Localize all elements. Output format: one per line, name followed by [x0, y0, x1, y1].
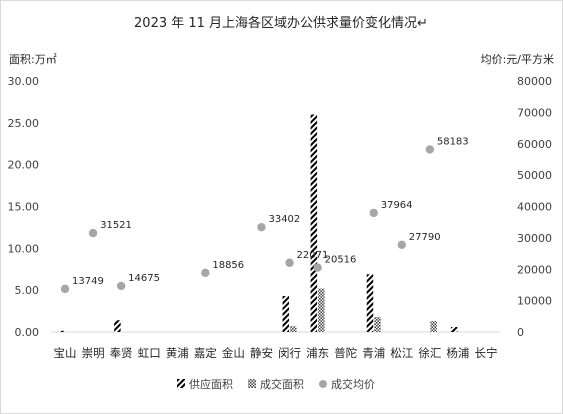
left-tick-label: 0.00 [15, 326, 40, 339]
supply-area-bar [114, 320, 121, 332]
right-tick-label: 0 [517, 326, 524, 339]
legend-swatch-supply [177, 379, 185, 388]
deal-price-point [369, 208, 378, 218]
category-label: 虹口 [138, 346, 161, 360]
deal-price-point [285, 258, 294, 267]
supply-area-bar [366, 274, 374, 332]
deal-price-label: 20516 [325, 255, 357, 266]
right-tick-label: 30000 [517, 232, 552, 245]
deal-price-label: 58183 [437, 136, 469, 147]
legend-swatch-deal-area [248, 379, 256, 388]
bar-marks [58, 114, 458, 332]
deal-price-point [313, 263, 322, 272]
supply-area-bar [310, 114, 318, 332]
legend-label-deal-price: 成交均价 [331, 377, 375, 391]
left-axis-label: 面积:万㎡ [9, 53, 57, 66]
legend-label-deal-area: 成交面积 [260, 377, 304, 391]
right-tick-label: 40000 [517, 201, 552, 214]
deal-price-label: 27790 [409, 232, 441, 243]
supply-area-bar [58, 330, 65, 332]
deal-price-label: 18856 [212, 260, 244, 271]
deal-price-point [60, 284, 70, 294]
category-label: 嘉定 [194, 346, 217, 360]
category-label: 普陀 [334, 346, 357, 360]
category-label: 崇明 [82, 346, 105, 360]
deal-price-label: 14675 [128, 273, 160, 284]
category-labels: 宝山 崇明 奉贤 虹口 黄浦 嘉定 金山 静安 闵行 浦东 普陀 青浦 松江 徐汇 杨浦 长宁 [54, 346, 498, 360]
deal-price-point [397, 240, 406, 250]
right-tick-label: 70000 [517, 106, 552, 119]
category-label: 松江 [390, 346, 413, 360]
deal-price-point [88, 228, 98, 238]
deal-price-label: 33402 [268, 214, 300, 225]
legend: 供应面积 成交面积 成交均价 [177, 377, 375, 391]
right-axis-ticks: 0 10000 20000 30000 40000 50000 60000 70000 8000… [517, 75, 552, 339]
legend-swatch-deal-price [319, 380, 327, 388]
category-label: 长宁 [474, 346, 497, 360]
left-tick-label: 25.00 [8, 117, 40, 130]
supply-area-bar [282, 296, 290, 332]
category-label: 黄浦 [166, 346, 189, 360]
deal-price-label: 13749 [72, 276, 104, 287]
left-tick-label: 5.00 [15, 284, 40, 297]
right-tick-label: 20000 [517, 263, 552, 276]
category-label: 杨浦 [446, 346, 469, 360]
right-tick-label: 50000 [517, 169, 552, 182]
right-tick-label: 80000 [517, 75, 552, 88]
left-tick-label: 20.00 [8, 159, 40, 172]
deal-area-bar [290, 326, 297, 332]
deal-price-point [425, 145, 435, 154]
right-tick-label: 10000 [517, 295, 552, 308]
supply-area-bar [450, 326, 458, 332]
right-axis-label: 均价:元/平方米 [481, 52, 554, 66]
legend-label-supply: 供应面积 [189, 377, 233, 391]
deal-price-label: 22071 [297, 250, 329, 261]
category-label: 奉贤 [110, 346, 133, 360]
category-label: 浦东 [306, 346, 329, 360]
deal-price-point [257, 223, 266, 232]
category-label: 青浦 [362, 346, 385, 360]
category-label: 徐汇 [418, 346, 441, 360]
category-label: 金山 [222, 346, 245, 360]
deal-area-bar [430, 321, 437, 332]
left-tick-label: 10.00 [8, 242, 40, 255]
deal-price-label: 37964 [381, 200, 413, 211]
deal-area-bar [318, 288, 325, 332]
deal-area-bar [374, 316, 381, 332]
left-tick-label: 30.00 [8, 75, 40, 88]
left-axis-ticks: 0.00 5.00 10.00 15.00 20.00 25.00 30.00 [8, 75, 40, 339]
left-tick-label: 15.00 [8, 201, 40, 214]
deal-price-point [116, 281, 126, 291]
category-label: 静安 [250, 346, 273, 360]
deal-price-label: 31521 [100, 220, 132, 231]
category-label: 宝山 [54, 346, 77, 360]
right-tick-label: 60000 [517, 138, 552, 151]
category-label: 闵行 [278, 346, 301, 360]
deal-price-point [201, 268, 210, 278]
chart-title: 2023 年 11 月上海各区域办公供求量价变化情况↵ [134, 15, 428, 31]
